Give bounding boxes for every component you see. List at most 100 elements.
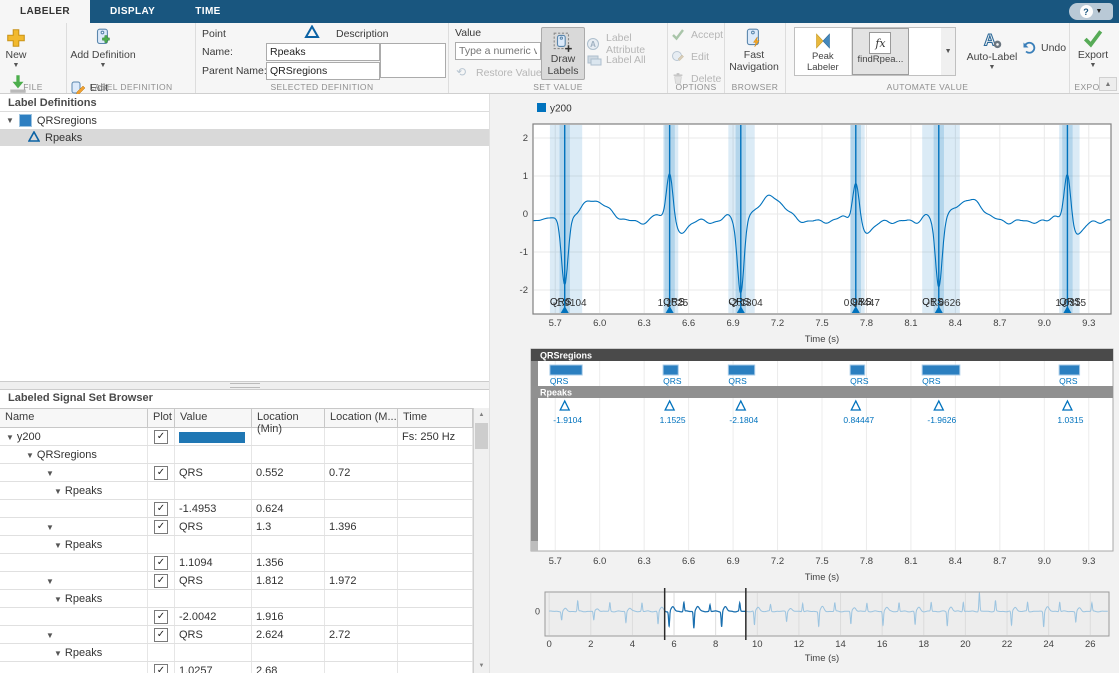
description-field[interactable] (380, 43, 446, 78)
panner-window[interactable] (665, 592, 746, 636)
section-browser: Fast Navigation BROWSER (725, 23, 786, 93)
peak-value-label: -2.1804 (729, 298, 763, 309)
automation-gallery: Peak Labeler fx findRpea... ▼ (794, 27, 956, 76)
edit-icon (671, 49, 687, 65)
expand-arrow[interactable]: ▼ (46, 523, 54, 532)
table-row[interactable]: ▼✓QRS2.6242.72 (0, 626, 473, 644)
plot-checkbox[interactable]: ✓ (154, 502, 168, 516)
parent-name-field[interactable] (266, 62, 380, 80)
qrs-region-rect[interactable] (1059, 365, 1079, 375)
plot-checkbox[interactable]: ✓ (154, 628, 168, 642)
band-gutter (531, 349, 538, 551)
plot-checkbox[interactable]: ✓ (154, 664, 168, 673)
column-header[interactable]: Location (M... (325, 409, 398, 427)
tab-time[interactable]: TIME (175, 0, 241, 23)
expand-arrow[interactable]: ▼ (46, 577, 54, 586)
svg-text:7.2: 7.2 (771, 318, 784, 329)
auto-label-button[interactable]: A Auto-Label ▼ (960, 26, 1024, 71)
expand-arrow[interactable]: ▼ (54, 541, 62, 550)
table-row[interactable]: ✓-1.49530.624 (0, 500, 473, 518)
accept-button[interactable]: Accept (668, 26, 724, 44)
table-row[interactable]: ▼Rpeaks (0, 482, 473, 500)
qrsregions-track-header[interactable] (531, 349, 1113, 361)
table-row[interactable]: ✓1.10941.356 (0, 554, 473, 572)
new-button[interactable]: New ▼ (0, 24, 32, 69)
plot-checkbox[interactable]: ✓ (154, 466, 168, 480)
expand-arrow[interactable]: ▼ (54, 649, 62, 658)
undo-button[interactable]: Undo (1018, 39, 1069, 57)
expand-arrow[interactable]: ▼ (6, 116, 14, 125)
column-header[interactable]: Plot (148, 409, 175, 427)
scroll-down-icon[interactable]: ▼ (474, 659, 489, 673)
qrs-region-rect[interactable] (550, 365, 582, 375)
expand-arrow[interactable]: ▼ (46, 631, 54, 640)
tree-item-qrsregions[interactable]: ▼ QRSregions (0, 112, 489, 129)
expand-arrow[interactable]: ▼ (54, 487, 62, 496)
scrollbar-thumb[interactable] (475, 423, 488, 449)
expand-arrow[interactable]: ▼ (6, 433, 14, 442)
peak-labeler-item[interactable]: Peak Labeler (795, 28, 852, 75)
table-row[interactable]: ▼✓QRS1.31.396 (0, 518, 473, 536)
point-label-icon (28, 131, 40, 145)
rpeak-band-value: 1.1525 (660, 415, 686, 425)
table-row[interactable]: ▼Rpeaks (0, 536, 473, 554)
plot-checkbox[interactable]: ✓ (154, 610, 168, 624)
export-button[interactable]: Export ▼ (1070, 24, 1116, 69)
qrs-region-rect[interactable] (850, 365, 865, 375)
x-axis-label: Time (s) (805, 572, 839, 583)
expand-arrow[interactable]: ▼ (54, 595, 62, 604)
qrs-region-rect[interactable] (922, 365, 960, 375)
svg-text:5.7: 5.7 (549, 318, 562, 329)
help-button[interactable]: ? ▼ (1069, 3, 1113, 20)
restore-value-button[interactable]: ⟲ Restore Value (453, 64, 545, 82)
rpeak-band-value: 1.0315 (1057, 415, 1083, 425)
table-row[interactable]: ▼QRSregions (0, 446, 473, 464)
column-header[interactable]: Value (175, 409, 252, 427)
expand-arrow[interactable]: ▼ (26, 451, 34, 460)
qrs-region-rect[interactable] (728, 365, 754, 375)
svg-text:8: 8 (713, 639, 718, 650)
value-input[interactable] (455, 42, 541, 60)
table-row[interactable]: ▼y200✓Fs: 250 Hz (0, 428, 473, 446)
plot-checkbox[interactable]: ✓ (154, 556, 168, 570)
table-row[interactable]: ✓1.02572.68 (0, 662, 473, 673)
name-field[interactable] (266, 43, 380, 61)
plot-checkbox[interactable]: ✓ (154, 520, 168, 534)
tab-labeler[interactable]: LABELER (0, 0, 90, 23)
column-header[interactable]: Location (Min) (252, 409, 325, 427)
rpeaks-track-header[interactable] (531, 386, 1113, 398)
qrs-region-rect[interactable] (663, 365, 678, 375)
table-row[interactable]: ▼✓QRS1.8121.972 (0, 572, 473, 590)
section-caption: OPTIONS (668, 82, 724, 92)
restore-icon: ⟲ (456, 65, 472, 81)
label-all-button[interactable]: Label All (583, 51, 649, 69)
edit-label-button[interactable]: Edit (668, 48, 724, 66)
plot-checkbox[interactable]: ✓ (154, 430, 168, 444)
table-row[interactable]: ✓-2.00421.916 (0, 608, 473, 626)
find-rpeaks-item[interactable]: fx findRpea... (852, 28, 910, 75)
label-all-icon (586, 52, 602, 68)
draw-labels-button[interactable]: Draw Labels (541, 27, 585, 80)
gallery-dropdown-button[interactable]: ▼ (941, 28, 955, 75)
tree-item-rpeaks[interactable]: Rpeaks (0, 129, 489, 146)
export-check-icon (1082, 27, 1104, 49)
column-header[interactable]: Name (0, 409, 148, 427)
scroll-up-icon[interactable]: ▲ (474, 408, 489, 422)
tab-display[interactable]: DISPLAY (90, 0, 175, 23)
table-row[interactable]: ▼Rpeaks (0, 590, 473, 608)
svg-text:1: 1 (523, 171, 528, 182)
table-row[interactable]: ▼✓QRS0.5520.72 (0, 464, 473, 482)
plot-checkbox[interactable]: ✓ (154, 574, 168, 588)
plot-panel: y200QRS-1.9104QRS1.1525QRS-2.1804QRS0.84… (489, 94, 1119, 673)
panel-splitter[interactable] (0, 381, 489, 390)
fast-navigation-button[interactable]: Fast Navigation (725, 24, 783, 73)
table-scrollbar[interactable]: ▲ ▼ (473, 408, 489, 673)
table-row[interactable]: ▼Rpeaks (0, 644, 473, 662)
expand-arrow[interactable]: ▼ (46, 469, 54, 478)
column-header[interactable]: Time (398, 409, 473, 427)
add-definition-button[interactable]: Add Definition ▼ (67, 24, 139, 69)
collapse-ribbon-button[interactable]: ▲ (1099, 77, 1117, 91)
peak-labeler-icon (813, 31, 833, 51)
svg-text:6.6: 6.6 (682, 318, 695, 329)
peak-value-label: 1.0315 (1055, 298, 1086, 309)
